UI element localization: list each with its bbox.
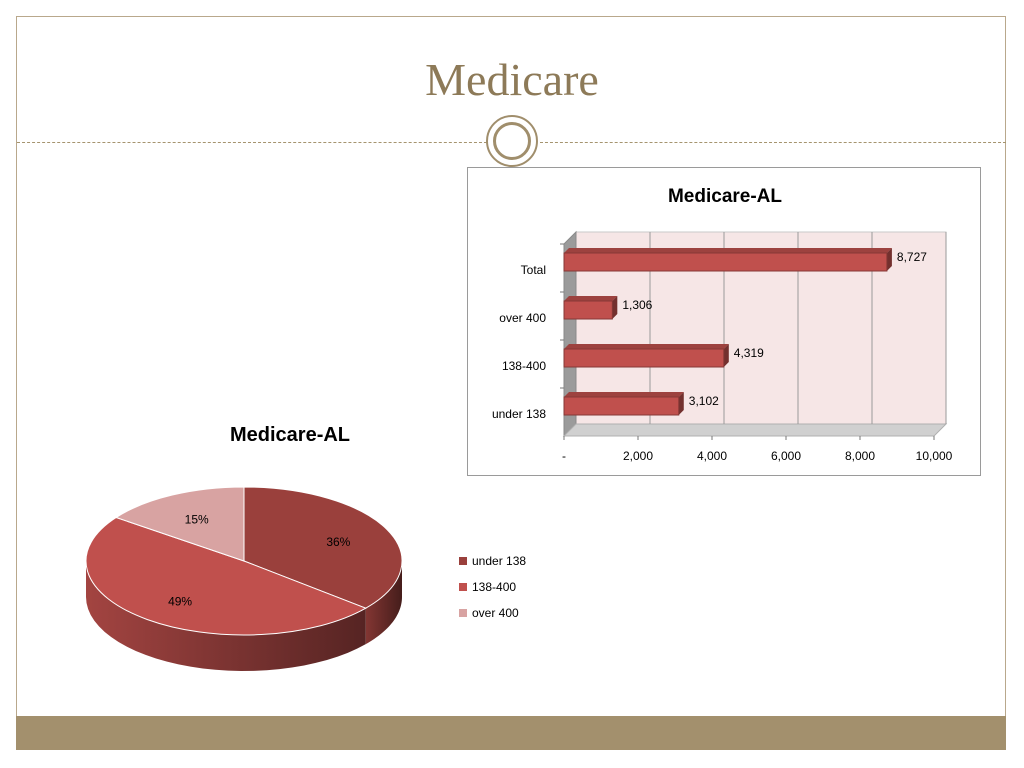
bar-top [564, 392, 684, 397]
bar-chart-svg: Medicare-AL - 2,000 4,000 6,000 8,000 10,000 8… [492, 186, 953, 463]
bar-front [563, 396, 680, 416]
legend-item: 138-400 [459, 574, 526, 600]
x-tick-label: 4,000 [697, 449, 727, 463]
pie-slice-side [86, 561, 366, 671]
pie-chart-svg: 36% 49% 15% [85, 486, 403, 671]
plot-floor [562, 423, 948, 437]
y-tick-label: Total [521, 263, 546, 277]
pie-data-label: 15% [185, 512, 209, 526]
bar-top [564, 296, 618, 301]
pie-slice [115, 486, 245, 562]
legend-label: under 138 [472, 554, 527, 568]
legend-label: 138-400 [472, 580, 517, 594]
y-tick-label: under 138 [492, 407, 546, 421]
x-tick-label: 8,000 [845, 449, 875, 463]
bar-data-label: 8,727 [897, 250, 927, 264]
footer-band [16, 716, 1006, 750]
bar-chart: Medicare-AL - 2,000 4,000 6,000 8,000 10,000 8… [467, 167, 981, 476]
legend-label: over 400 [472, 606, 519, 620]
title-divider-right [540, 142, 1006, 143]
pie-data-label: 36% [326, 535, 350, 549]
pie-data-label: 49% [168, 595, 192, 609]
bar-end [678, 392, 684, 415]
x-tick-label: 10,000 [916, 449, 953, 463]
y-tick-label: over 400 [499, 311, 546, 325]
bar-data-label: 1,306 [622, 298, 652, 312]
bar-front [563, 348, 725, 368]
x-tick-label: - [562, 449, 566, 463]
bar-top [564, 248, 892, 253]
legend-swatch [459, 609, 467, 617]
bar-data-label: 4,319 [734, 346, 764, 360]
y-tick-label: 138-400 [502, 359, 546, 373]
bar-front [563, 300, 613, 320]
bar-end [612, 296, 618, 319]
bar [563, 296, 618, 320]
bar-chart-title: Medicare-AL [668, 186, 782, 207]
slide-title: Medicare [425, 54, 599, 105]
pie-slice [243, 486, 403, 609]
bar-front [563, 252, 888, 272]
bar [563, 344, 729, 368]
bar-end [723, 344, 729, 367]
ornament-circle-icon [486, 115, 538, 167]
legend-swatch [459, 583, 467, 591]
legend-swatch [459, 557, 467, 565]
x-tick-label: 6,000 [771, 449, 801, 463]
pie-slice [85, 516, 367, 636]
pie-legend: under 138 138-400 over 400 [459, 548, 526, 626]
pie-slice-side [365, 561, 402, 645]
x-tick-label: 2,000 [623, 449, 653, 463]
legend-item: over 400 [459, 600, 526, 626]
title-divider-left [17, 142, 487, 143]
pie-chart-title: Medicare-AL [229, 424, 351, 446]
legend-item: under 138 [459, 548, 526, 574]
bar [563, 248, 892, 272]
bar [563, 392, 684, 416]
bar-data-label: 3,102 [689, 394, 719, 408]
bar-end [886, 248, 892, 271]
bar-top [564, 344, 729, 349]
